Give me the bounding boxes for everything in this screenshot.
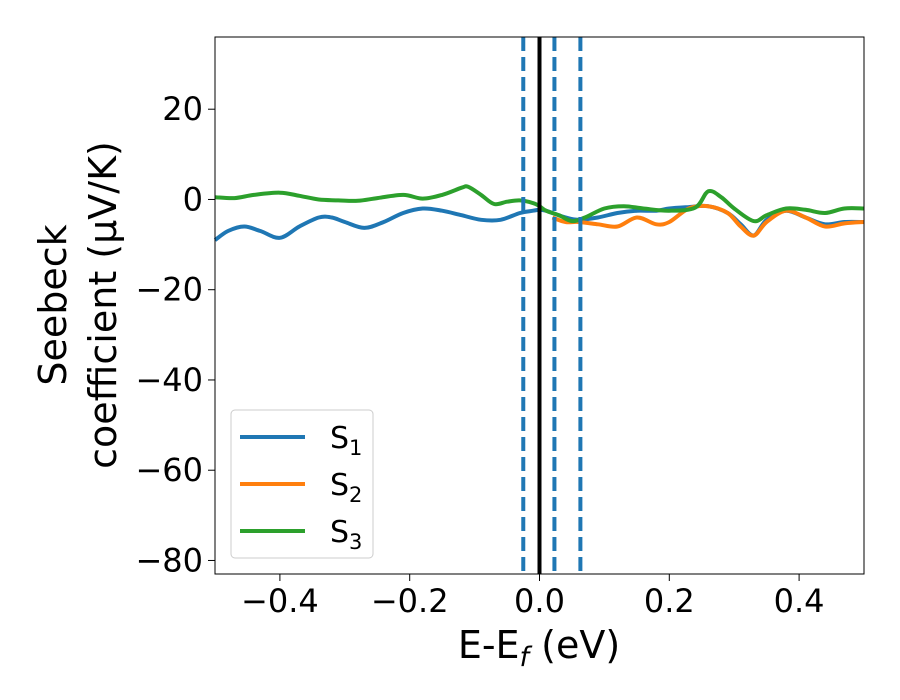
y-tick-label: −60	[135, 451, 203, 489]
legend-label-s1: S1	[330, 421, 362, 460]
y-axis-label-line2: coefficient (μV/K)	[81, 141, 125, 469]
x-tick-label: −0.4	[241, 582, 319, 620]
y-tick-label: 20	[162, 90, 203, 128]
y-tick-label: 0	[183, 180, 203, 218]
y-tick-label: −40	[135, 361, 203, 399]
y-tick-label: −20	[135, 271, 203, 309]
x-tick-label: 0.2	[644, 582, 695, 620]
y-tick-label: −80	[135, 541, 203, 579]
x-tick-label: 0.0	[514, 582, 565, 620]
x-tick-label: 0.4	[774, 582, 825, 620]
legend-label-s2: S2	[330, 468, 362, 507]
legend-label-s3: S3	[330, 515, 362, 554]
series-line-s2	[551, 203, 865, 238]
vline-layer	[521, 37, 583, 574]
y-axis-label: Seebeck coefficient (μV/K)	[31, 141, 125, 469]
x-axis-ticks: −0.4 −0.2 0.0 0.2 0.4	[241, 574, 825, 620]
x-axis-label: E-Ef (eV)	[458, 623, 620, 673]
y-axis-label-line1: Seebeck	[31, 224, 75, 385]
x-tick-label: −0.2	[371, 582, 449, 620]
legend: S1 S2 S3	[230, 409, 374, 559]
y-axis-ticks: 20 0 −20 −40 −60 −80	[135, 90, 215, 579]
